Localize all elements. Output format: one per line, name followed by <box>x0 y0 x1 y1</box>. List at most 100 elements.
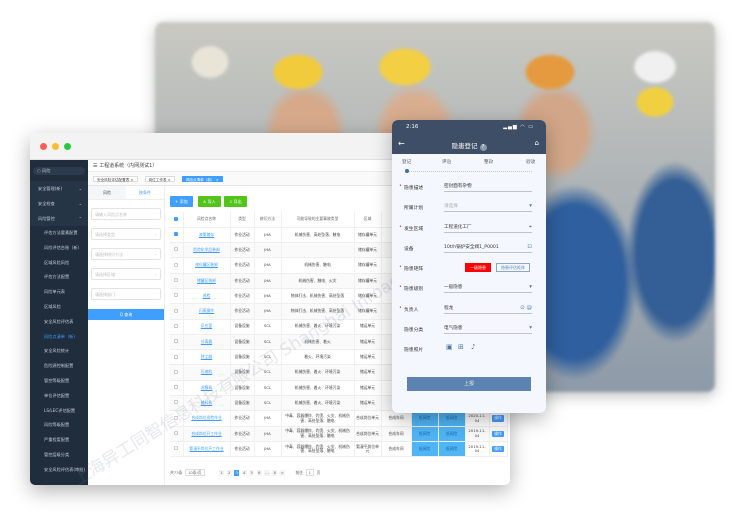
row-checkbox[interactable] <box>174 446 179 451</box>
chevron-down-icon[interactable]: ▾ <box>529 203 532 210</box>
row-checkbox[interactable] <box>174 232 179 237</box>
risk-point-link[interactable]: 除尘器 <box>200 354 213 360</box>
type-select[interactable]: 请选择类型 ⌄ <box>91 228 161 240</box>
page-button[interactable]: 5 <box>249 469 255 476</box>
minimize-window-button[interactable] <box>52 143 59 150</box>
sidebar-item[interactable]: LS/LEC评估配置 <box>44 407 76 413</box>
risk-point-link[interactable]: 滤膜机 <box>200 384 213 390</box>
sidebar-item[interactable]: 安全风险评估表(审批) <box>44 466 85 472</box>
sidebar-item[interactable]: 风险单元表 <box>44 289 65 295</box>
risk-point-link[interactable]: 合成岗位开工作业 <box>191 430 222 436</box>
page-button[interactable]: ... <box>264 469 270 476</box>
field-3-input[interactable]: 10t/h锅炉安全阀1_P0001 ⊡ <box>444 243 532 253</box>
method-select[interactable]: 请选择辨识方法 ⌄ <box>91 248 161 260</box>
filter-tab-condition[interactable]: 按条件 <box>126 186 164 199</box>
add-button[interactable]: + 添加 <box>170 196 193 207</box>
risk-point-link[interactable]: 巡检 <box>202 292 211 298</box>
risk-point-link[interactable]: 液氨储存 <box>198 231 215 237</box>
row-checkbox[interactable] <box>174 308 179 313</box>
chevron-down-icon[interactable]: ▾ <box>529 284 532 291</box>
risk-point-link[interactable]: 危险化学品装卸 <box>193 246 220 252</box>
row-checkbox[interactable] <box>174 369 179 374</box>
sidebar-item[interactable]: 危险源控制配置 <box>44 363 74 369</box>
sidebar-group-risk-control[interactable]: 风险管控 ⌃ <box>30 211 88 226</box>
sidebar-group-safety-mgmt[interactable]: 安全管理(新) ⌄ <box>30 181 88 196</box>
submit-button[interactable]: 上报 <box>407 377 531 391</box>
sidebar-item[interactable]: 管控层级分类 <box>44 451 70 457</box>
sidebar-item[interactable]: 风险评估台账（新） <box>44 244 82 250</box>
next-page-button[interactable]: > <box>279 469 285 476</box>
query-button[interactable]: Q 查询 <box>88 309 164 320</box>
goto-page-input[interactable]: 1 <box>305 469 314 476</box>
row-checkbox[interactable] <box>174 262 179 267</box>
page-button[interactable]: 6 <box>256 469 262 476</box>
page-size-select[interactable]: 10条/页 <box>184 469 205 476</box>
sidebar-search[interactable]: ○ 风险 <box>33 167 85 175</box>
sidebar-item[interactable]: 区域风险 <box>44 303 61 309</box>
audio-record-icon[interactable]: ♪ <box>471 343 476 352</box>
area-select[interactable]: 请选择区域 ⌄ <box>91 268 161 280</box>
back-arrow-icon[interactable]: ← <box>398 139 405 148</box>
at-icon[interactable]: ⊙ @ <box>520 304 532 311</box>
field-5-input[interactable]: 一般隐患 ▾ <box>444 283 532 294</box>
page-button[interactable]: 3 <box>234 469 240 476</box>
row-checkbox[interactable] <box>174 293 179 298</box>
sidebar-item[interactable]: 风险点清单（新） <box>44 333 78 339</box>
operate-button[interactable]: 操作 <box>492 445 504 453</box>
hazard-matrix-button[interactable]: 隐患评估矩阵 <box>496 263 530 273</box>
risk-point-link[interactable]: 压缩机 <box>200 369 213 375</box>
location-icon[interactable]: ⌖ <box>528 223 532 230</box>
page-button[interactable]: 8 <box>272 469 278 476</box>
operate-button[interactable]: 操作 <box>492 415 504 422</box>
tab-risk-assessment-config[interactable]: 安全风险评估配置表 × <box>93 176 138 182</box>
row-checkbox[interactable] <box>174 339 179 344</box>
sidebar-item[interactable]: 安全风险统计 <box>44 348 70 354</box>
risk-point-link[interactable]: 氨漫平岗位开工作业 <box>189 445 224 451</box>
video-upload-icon[interactable]: ⊞ <box>458 343 464 352</box>
home-icon[interactable]: ⌂ <box>534 139 539 147</box>
field-6-input[interactable]: 程龙 ⊙ @ <box>444 304 532 314</box>
row-checkbox[interactable] <box>174 415 179 420</box>
tab-risk-point-list[interactable]: 风险点清单（新） × <box>181 176 223 182</box>
row-checkbox[interactable] <box>174 385 179 390</box>
field-0-input[interactable]: 密封面有杂物 <box>444 182 532 192</box>
sidebar-item[interactable]: 风险等级配置 <box>44 422 70 428</box>
field-7-input[interactable]: 电气隐患 ▾ <box>444 324 532 335</box>
row-checkbox[interactable] <box>174 431 179 435</box>
tab-post-work[interactable]: 岗位工作表 × <box>144 176 175 182</box>
sidebar-item[interactable]: 管控等级配置 <box>44 377 70 383</box>
row-checkbox[interactable] <box>174 323 179 328</box>
sidebar-item[interactable]: 评估方法要素配置 <box>44 230 78 235</box>
chevron-down-icon[interactable]: ▾ <box>529 325 532 332</box>
risk-point-link[interactable]: 液化罐区装卸 <box>195 262 218 268</box>
row-checkbox[interactable] <box>174 278 179 283</box>
select-all-checkbox[interactable] <box>174 216 179 221</box>
sidebar-item[interactable]: 区域风险风险 <box>44 259 70 265</box>
menu-icon[interactable]: ☰ <box>93 163 98 169</box>
export-button[interactable]: ⇩ 导出 <box>224 196 247 207</box>
help-icon[interactable]: ? <box>479 144 487 151</box>
risk-point-link[interactable]: 合成岗位巡检作业 <box>191 415 222 421</box>
filter-tab-risk[interactable]: 风险 <box>88 186 126 199</box>
row-checkbox[interactable] <box>174 354 179 359</box>
image-upload-icon[interactable]: ▣ <box>446 343 453 352</box>
sidebar-group-safety-check[interactable]: 安全检查 ⌄ <box>30 196 88 211</box>
operate-button[interactable]: 操作 <box>492 430 504 438</box>
field-2-input[interactable]: 工程道化工厂 ⌖ <box>444 223 532 233</box>
department-select[interactable]: 请选择部门 <box>91 288 161 300</box>
risk-point-link[interactable]: 储罐区装卸 <box>197 277 216 283</box>
row-checkbox[interactable] <box>174 400 179 405</box>
sidebar-item[interactable]: 严重程度配置 <box>44 437 70 443</box>
risk-point-link[interactable]: 输料机 <box>200 399 213 405</box>
row-checkbox[interactable] <box>174 247 179 252</box>
risk-name-input[interactable]: 请输入风险点名称 <box>91 208 161 220</box>
field-1-input[interactable]: 请选择 ▾ <box>444 202 532 213</box>
page-button[interactable]: 1 <box>219 469 225 476</box>
sidebar-item[interactable]: 安全风险评估表 <box>44 318 74 324</box>
risk-point-link[interactable]: 闪蒸操作 <box>198 308 215 314</box>
risk-point-link[interactable]: 反应釜 <box>200 323 213 329</box>
maximize-window-button[interactable] <box>64 143 71 150</box>
scan-icon[interactable]: ⊡ <box>527 243 532 250</box>
risk-point-link[interactable]: 分离器 <box>200 338 213 344</box>
sidebar-item[interactable]: 单位评估配置 <box>44 392 70 398</box>
